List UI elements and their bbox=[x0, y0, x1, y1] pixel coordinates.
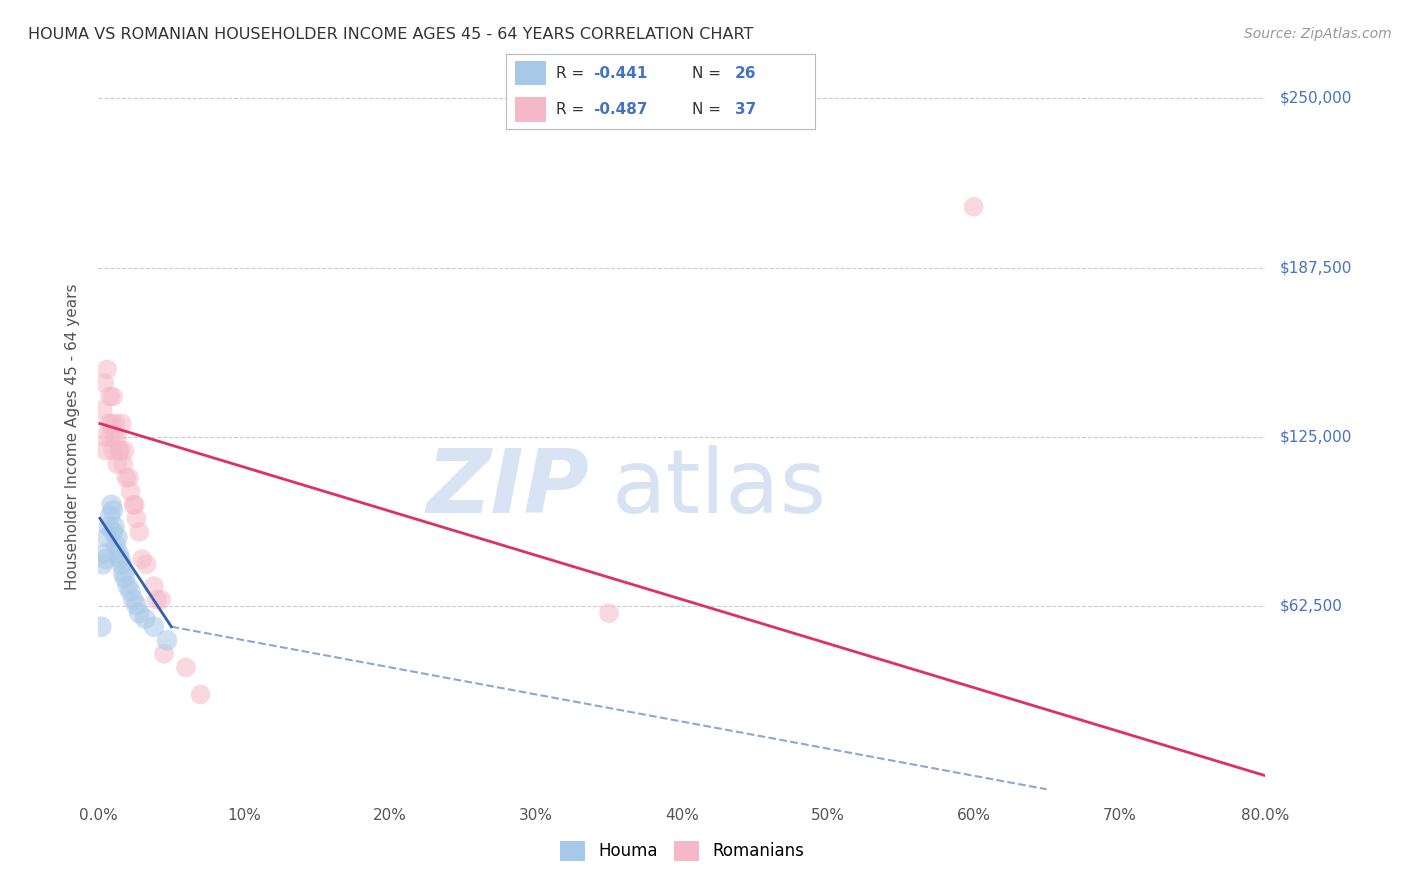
Point bbox=[110, 552, 132, 566]
Bar bbox=[516, 62, 547, 86]
Point bbox=[114, 443, 136, 458]
Point bbox=[118, 471, 141, 485]
Point bbox=[96, 362, 118, 376]
Point bbox=[105, 430, 128, 444]
Point bbox=[98, 430, 121, 444]
Text: 26: 26 bbox=[735, 66, 756, 81]
Point bbox=[128, 606, 150, 620]
Point bbox=[93, 430, 115, 444]
Text: R =: R = bbox=[555, 102, 589, 117]
Point bbox=[96, 530, 118, 544]
Text: atlas: atlas bbox=[612, 445, 827, 532]
Text: $187,500: $187,500 bbox=[1279, 260, 1351, 276]
Point bbox=[104, 417, 127, 431]
Text: N =: N = bbox=[692, 102, 725, 117]
Point bbox=[100, 417, 122, 431]
Point bbox=[103, 519, 125, 533]
Point bbox=[93, 547, 115, 561]
Point bbox=[174, 660, 197, 674]
Point bbox=[153, 647, 176, 661]
Text: ZIP: ZIP bbox=[426, 445, 589, 532]
Point bbox=[125, 598, 148, 612]
Point bbox=[122, 498, 145, 512]
Point bbox=[115, 471, 138, 485]
Text: $62,500: $62,500 bbox=[1279, 599, 1343, 614]
Text: 37: 37 bbox=[735, 102, 756, 117]
Point bbox=[146, 592, 169, 607]
Point bbox=[101, 524, 124, 539]
Point bbox=[108, 443, 131, 458]
Point bbox=[93, 376, 115, 390]
Point bbox=[150, 592, 173, 607]
Point bbox=[101, 443, 124, 458]
Text: N =: N = bbox=[692, 66, 725, 81]
Point bbox=[112, 566, 135, 580]
Point bbox=[110, 443, 132, 458]
Point bbox=[112, 457, 135, 471]
Point bbox=[156, 633, 179, 648]
Point bbox=[105, 457, 128, 471]
Point bbox=[142, 620, 165, 634]
Text: HOUMA VS ROMANIAN HOUSEHOLDER INCOME AGES 45 - 64 YEARS CORRELATION CHART: HOUMA VS ROMANIAN HOUSEHOLDER INCOME AGE… bbox=[28, 27, 754, 42]
Point bbox=[105, 530, 128, 544]
Point bbox=[190, 688, 212, 702]
Point bbox=[114, 571, 136, 585]
Point bbox=[111, 558, 134, 572]
Point bbox=[104, 538, 127, 552]
Legend: Houma, Romanians: Houma, Romanians bbox=[553, 834, 811, 868]
Point bbox=[135, 558, 157, 572]
Point bbox=[98, 389, 121, 403]
Point bbox=[97, 417, 120, 431]
Point bbox=[125, 511, 148, 525]
Point bbox=[128, 524, 150, 539]
Point bbox=[134, 611, 156, 625]
Point bbox=[90, 620, 112, 634]
Point bbox=[103, 430, 125, 444]
Bar bbox=[516, 97, 547, 122]
Text: -0.487: -0.487 bbox=[593, 102, 647, 117]
Point bbox=[91, 403, 114, 417]
Point bbox=[94, 443, 117, 458]
Point bbox=[108, 547, 131, 561]
Point bbox=[97, 519, 120, 533]
Point bbox=[94, 552, 117, 566]
Point bbox=[122, 592, 145, 607]
Point bbox=[101, 503, 124, 517]
Point bbox=[101, 389, 124, 403]
Point bbox=[111, 417, 134, 431]
Text: Source: ZipAtlas.com: Source: ZipAtlas.com bbox=[1244, 27, 1392, 41]
Point bbox=[91, 558, 114, 572]
Text: -0.441: -0.441 bbox=[593, 66, 647, 81]
Point bbox=[117, 579, 139, 593]
Point bbox=[120, 484, 142, 499]
Point bbox=[100, 498, 122, 512]
Y-axis label: Householder Income Ages 45 - 64 years: Householder Income Ages 45 - 64 years bbox=[65, 284, 80, 591]
Text: R =: R = bbox=[555, 66, 589, 81]
Point bbox=[598, 606, 620, 620]
Point bbox=[131, 552, 153, 566]
Text: $125,000: $125,000 bbox=[1279, 430, 1351, 444]
Point bbox=[142, 579, 165, 593]
Text: $250,000: $250,000 bbox=[1279, 91, 1351, 106]
Point bbox=[962, 200, 984, 214]
Point bbox=[124, 498, 146, 512]
Point bbox=[120, 584, 142, 599]
Point bbox=[98, 508, 121, 523]
